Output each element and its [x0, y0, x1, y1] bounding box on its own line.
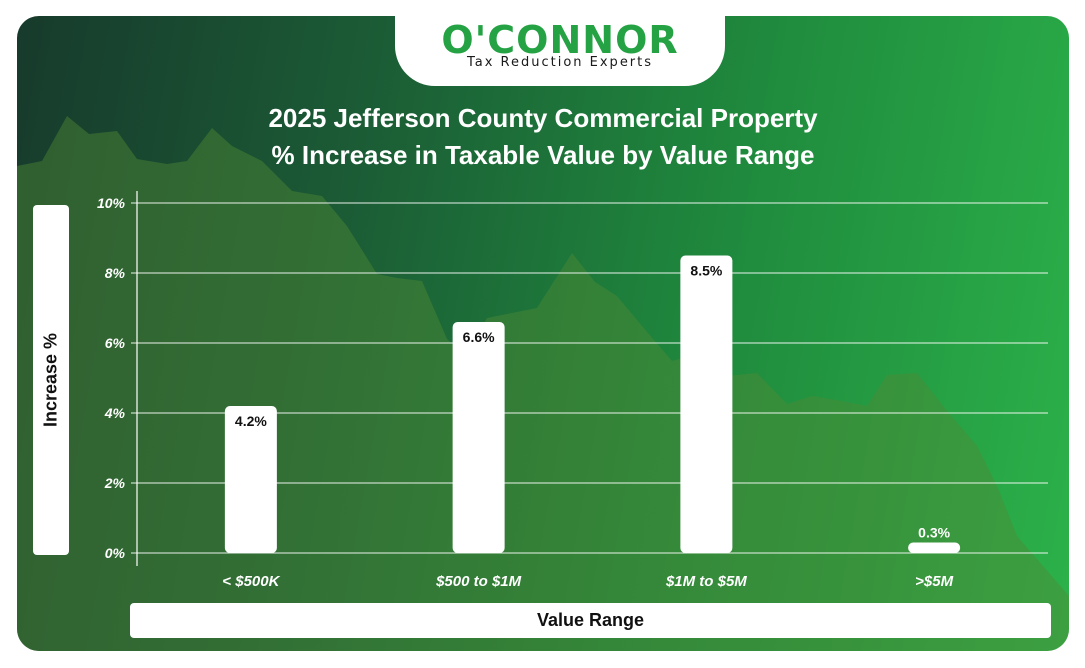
y-tick-label: 0% — [105, 545, 126, 561]
x-axis-label-box: Value Range — [130, 603, 1051, 638]
logo: O'CONNOR Tax Reduction Experts — [395, 16, 725, 86]
data-label: 0.3% — [918, 525, 950, 541]
data-label: 6.6% — [463, 329, 495, 345]
chart-card: O'CONNOR Tax Reduction Experts 2025 Jeff… — [17, 16, 1069, 651]
y-tick-label: 6% — [105, 335, 126, 351]
bar — [452, 322, 505, 553]
x-tick-label: >$5M — [915, 573, 953, 590]
y-tick-label: 8% — [105, 265, 126, 281]
data-label: 4.2% — [235, 413, 267, 429]
y-axis-label-box: Increase % — [33, 205, 69, 555]
background-mountain-shape — [17, 116, 1069, 651]
y-tick-label: 10% — [97, 195, 126, 211]
bar-chart: 0% 2% 4% 6% 8% 10% 4.2% < $500K 6.6% $500 to $1M 8… — [97, 191, 1048, 590]
x-tick-label: < $500K — [222, 573, 280, 590]
data-label: 8.5% — [690, 263, 722, 279]
x-tick-label: $500 to $1M — [435, 573, 522, 590]
logo-tagline: Tax Reduction Experts — [466, 55, 654, 70]
bar — [908, 542, 961, 553]
y-tick-label: 4% — [104, 405, 126, 421]
logo-wordmark: O'CONNOR — [441, 18, 679, 62]
bar — [680, 255, 733, 553]
x-axis-label: Value Range — [536, 610, 645, 630]
y-tick-label: 2% — [104, 475, 126, 491]
x-tick-label: $1M to $5M — [665, 573, 747, 590]
bar — [224, 406, 277, 553]
chart-title-line-2: % Increase in Taxable Value by Value Ran… — [271, 140, 815, 170]
chart-title-line-1: 2025 Jefferson County Commercial Propert… — [268, 103, 818, 133]
chart-title: 2025 Jefferson County Commercial Propert… — [17, 100, 1069, 174]
